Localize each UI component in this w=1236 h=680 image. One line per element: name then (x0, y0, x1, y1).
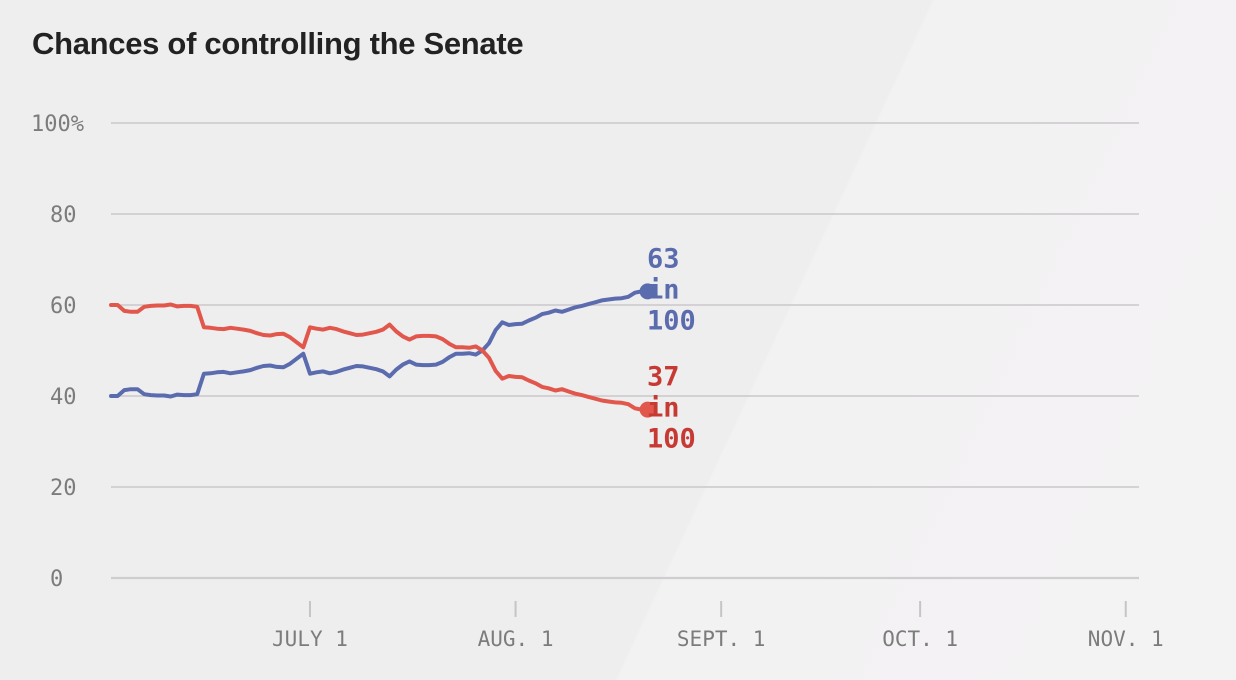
x-tick-label: JULY 1 (272, 627, 348, 651)
end-label-democrats-line: in (647, 393, 680, 424)
x-tick-label: SEPT. 1 (677, 627, 766, 651)
y-tick-label-60: 60 (50, 294, 77, 319)
end-label-democrats-line: 37 (647, 362, 680, 393)
grid-lines (111, 122, 1139, 580)
end-point-republicans (639, 283, 656, 300)
y-axis-ticks: 100% 80 60 40 20 0 (31, 112, 84, 592)
chart-title: Chances of controlling the Senate (32, 26, 524, 61)
end-label-republicans-line: in (647, 274, 680, 305)
series-lines (109, 283, 656, 418)
y-tick-label-0: 0 (50, 567, 63, 592)
x-axis-ticks: JULY 1 AUG. 1 SEPT. 1 OCT. 1 NOV. 1 (272, 601, 1164, 651)
end-label-democrats-line: 100 (647, 424, 696, 455)
y-tick-label-20: 20 (50, 476, 77, 501)
x-tick-label: NOV. 1 (1088, 627, 1164, 651)
end-label-republicans-line: 100 (647, 305, 696, 336)
series-line-republicans (109, 289, 644, 399)
y-tick-label-40: 40 (50, 385, 77, 410)
y-tick-label-80: 80 (50, 203, 77, 228)
y-tick-label-100: 100% (31, 112, 84, 137)
end-point-democrats (639, 401, 656, 418)
end-label-republicans-line: 63 (647, 243, 680, 274)
series-line-democrats (109, 302, 644, 412)
x-tick-label: AUG. 1 (478, 627, 554, 651)
x-tick-label: OCT. 1 (882, 627, 958, 651)
